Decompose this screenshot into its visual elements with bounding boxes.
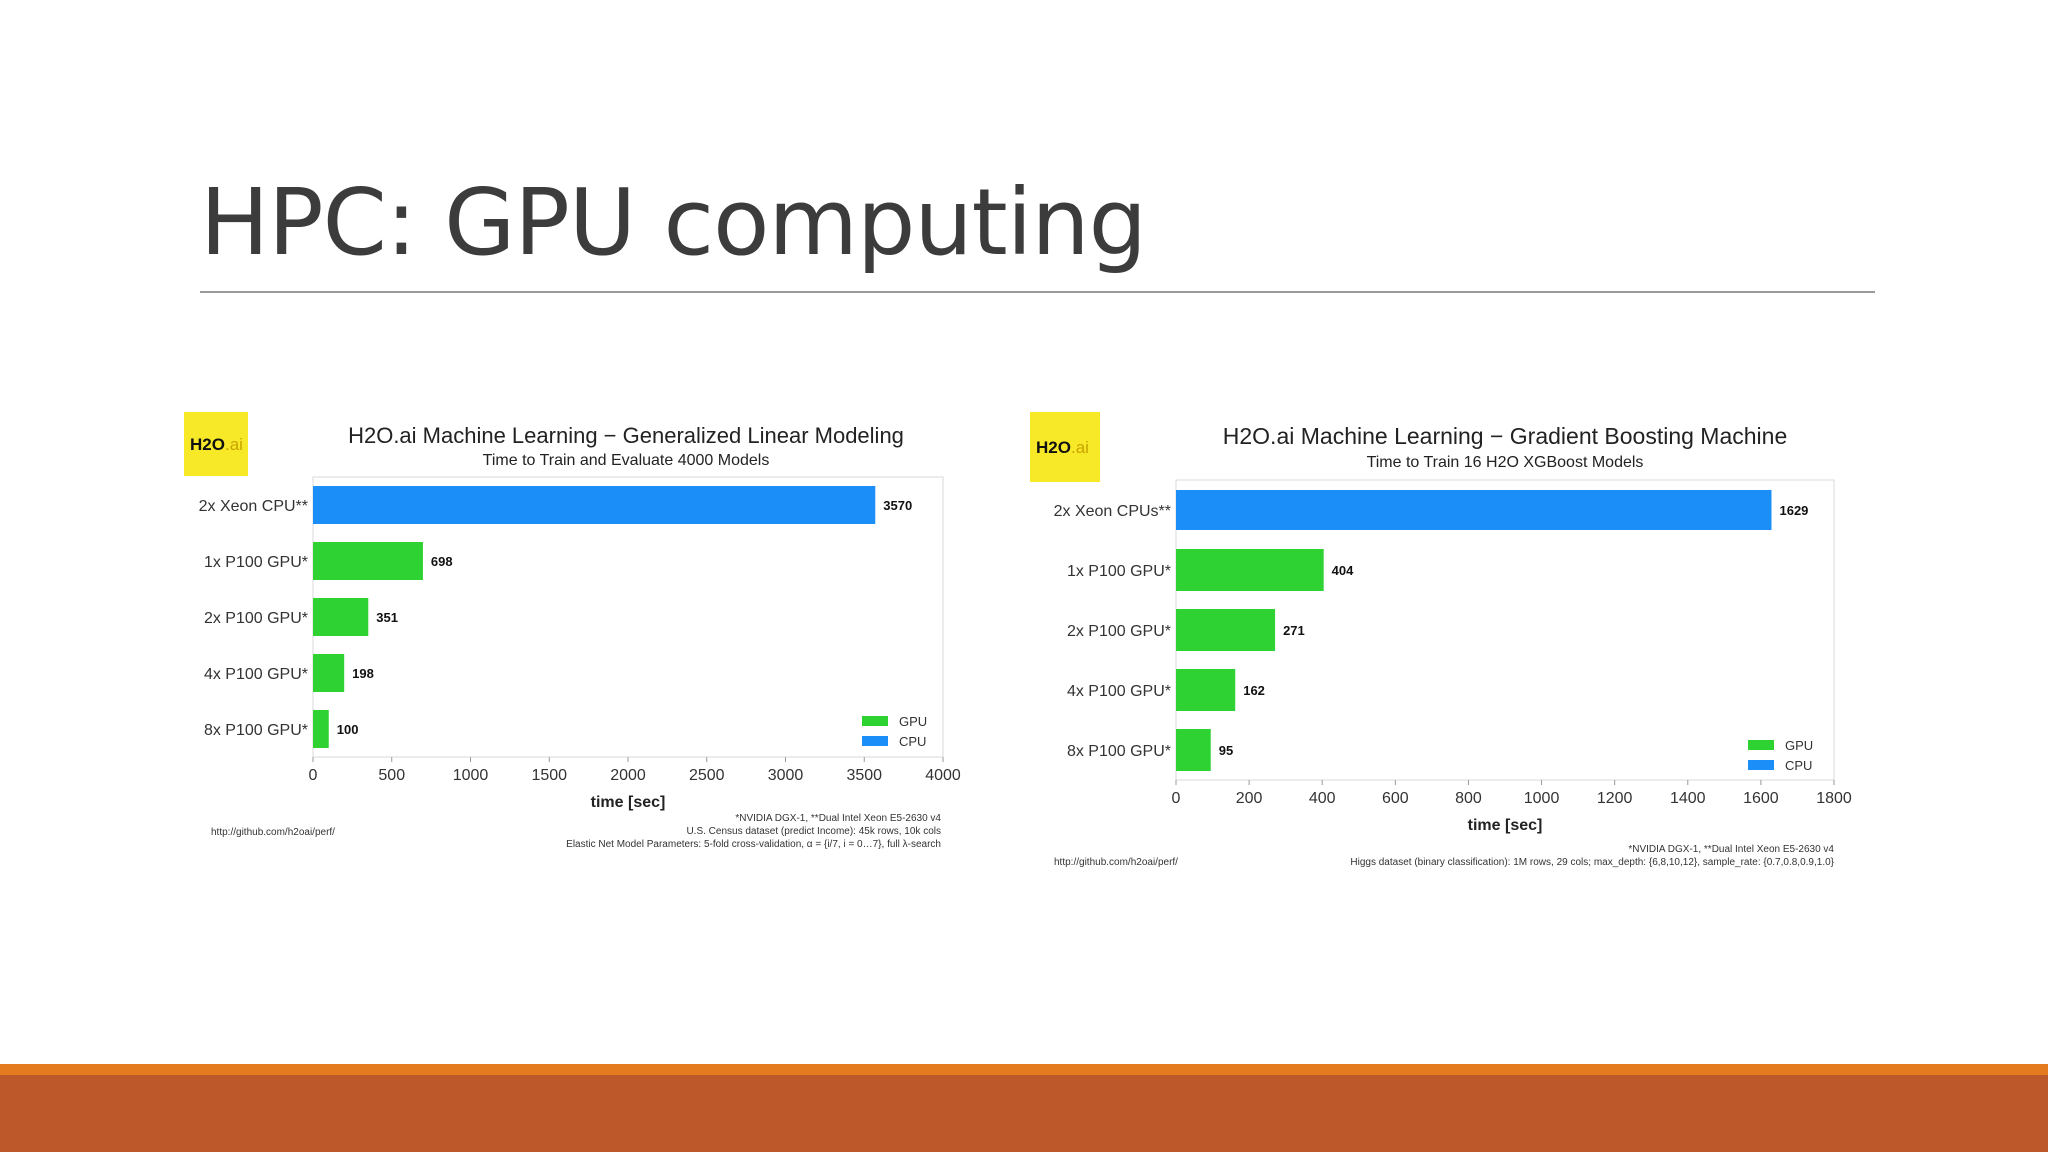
glm-bar-1	[313, 486, 876, 524]
gbm-value-label-1: 1629	[1779, 503, 1808, 518]
gbm-xtick-label-3: 400	[1309, 790, 1336, 807]
glm-bar-4	[313, 654, 345, 692]
gbm-category-label-4: 4x P100 GPU*	[1067, 683, 1171, 700]
gbm-xtick-label-2: 200	[1236, 790, 1263, 807]
gbm-xtick-label-8: 1400	[1670, 790, 1706, 807]
gbm-legend-swatch-cpu	[1748, 760, 1774, 770]
glm-category-label-4: 4x P100 GPU*	[204, 666, 308, 683]
gbm-bar-5	[1176, 729, 1211, 771]
glm-footnote-2: U.S. Census dataset (predict Income): 45…	[686, 826, 941, 837]
glm-title: H2O.ai Machine Learning − Generalized Li…	[348, 423, 904, 448]
gbm-xtick-label-4: 600	[1382, 790, 1409, 807]
gbm-legend-label-cpu: CPU	[1785, 758, 1812, 773]
glm-legend-label-gpu: GPU	[899, 714, 927, 729]
glm-value-label-2: 698	[431, 554, 453, 569]
glm-xtick-label-1: 0	[309, 767, 318, 784]
gbm-category-label-1: 2x Xeon CPUs**	[1054, 503, 1171, 520]
gbm-value-label-3: 271	[1283, 623, 1305, 638]
gbm-xtick-label-7: 1200	[1597, 790, 1633, 807]
title-divider	[200, 291, 1875, 293]
footer-band	[0, 1075, 2048, 1152]
footer-accent-stripe	[0, 1064, 2048, 1075]
glm-logo-badge	[184, 412, 248, 476]
glm-value-label-5: 100	[337, 722, 359, 737]
gbm-chart: H2O.ai H2O.ai Machine Learning − Gradient…	[1030, 412, 1852, 868]
glm-legend-label-cpu: CPU	[899, 734, 926, 749]
gbm-title: H2O.ai Machine Learning − Gradient Boost…	[1223, 423, 1787, 449]
gbm-xtick-label-9: 1600	[1743, 790, 1779, 807]
gbm-category-label-3: 2x P100 GPU*	[1067, 623, 1171, 640]
gbm-value-label-2: 404	[1332, 563, 1354, 578]
gbm-bar-2	[1176, 549, 1324, 591]
glm-xtick-label-2: 500	[378, 767, 405, 784]
gbm-source-url: http://github.com/h2oai/perf/	[1054, 857, 1178, 868]
glm-source-url: http://github.com/h2oai/perf/	[211, 827, 335, 838]
glm-subtitle: Time to Train and Evaluate 4000 Models	[483, 452, 770, 469]
glm-category-label-1: 2x Xeon CPU**	[199, 498, 308, 515]
glm-chart-figure: H2O.ai H2O.ai Machine Learning − Generali…	[178, 405, 982, 880]
glm-bar-5	[313, 710, 329, 748]
glm-legend-swatch-gpu	[862, 716, 888, 726]
glm-logo-text: H2O.ai	[190, 435, 243, 454]
gbm-value-label-4: 162	[1243, 683, 1265, 698]
glm-value-label-4: 198	[352, 666, 374, 681]
gbm-logo-badge	[1030, 412, 1100, 482]
glm-bar-3	[313, 598, 369, 636]
gbm-subtitle: Time to Train 16 H2O XGBoost Models	[1367, 454, 1644, 471]
gbm-value-label-5: 95	[1219, 743, 1233, 758]
gbm-bar-3	[1176, 609, 1276, 651]
glm-footnote-3: Elastic Net Model Parameters: 5-fold cro…	[566, 839, 941, 850]
gbm-footnote-1: *NVIDIA DGX-1, **Dual Intel Xeon E5-2630…	[1628, 844, 1834, 855]
glm-category-label-2: 1x P100 GPU*	[204, 554, 308, 571]
gbm-xlabel: time [sec]	[1468, 817, 1543, 834]
glm-footnote-1: *NVIDIA DGX-1, **Dual Intel Xeon E5-2630…	[735, 813, 941, 824]
glm-value-label-3: 351	[376, 610, 398, 625]
glm-xtick-label-7: 3000	[768, 767, 804, 784]
gbm-legend-label-gpu: GPU	[1785, 738, 1813, 753]
gbm-bar-1	[1176, 490, 1772, 530]
slide-title: HPC: GPU computing	[200, 169, 1147, 276]
gbm-xtick-label-10: 1800	[1816, 790, 1852, 807]
glm-category-label-3: 2x P100 GPU*	[204, 610, 308, 627]
glm-xtick-label-8: 3500	[846, 767, 882, 784]
gbm-legend-swatch-gpu	[1748, 740, 1774, 750]
glm-xtick-label-4: 1500	[531, 767, 567, 784]
gbm-xtick-label-6: 1000	[1524, 790, 1560, 807]
glm-xlabel: time [sec]	[591, 794, 666, 811]
gbm-logo-text: H2O.ai	[1036, 438, 1089, 457]
glm-bar-2	[313, 542, 423, 580]
gbm-category-label-2: 1x P100 GPU*	[1067, 563, 1171, 580]
glm-category-label-5: 8x P100 GPU*	[204, 722, 308, 739]
gbm-category-label-5: 8x P100 GPU*	[1067, 743, 1171, 760]
gbm-bar-4	[1176, 669, 1236, 711]
glm-xtick-label-6: 2500	[689, 767, 725, 784]
glm-xtick-label-5: 2000	[610, 767, 646, 784]
gbm-xtick-label-1: 0	[1172, 790, 1181, 807]
gbm-chart-figure: H2O.ai H2O.ai Machine Learning − Gradient…	[1020, 405, 1880, 885]
glm-legend-swatch-cpu	[862, 736, 888, 746]
glm-value-label-1: 3570	[883, 498, 912, 513]
gbm-footnote-2: Higgs dataset (binary classification): 1…	[1350, 857, 1834, 868]
glm-xtick-label-3: 1000	[453, 767, 489, 784]
glm-xtick-label-9: 4000	[925, 767, 961, 784]
gbm-xtick-label-5: 800	[1455, 790, 1482, 807]
glm-chart: H2O.ai H2O.ai Machine Learning − Generali…	[184, 412, 961, 850]
